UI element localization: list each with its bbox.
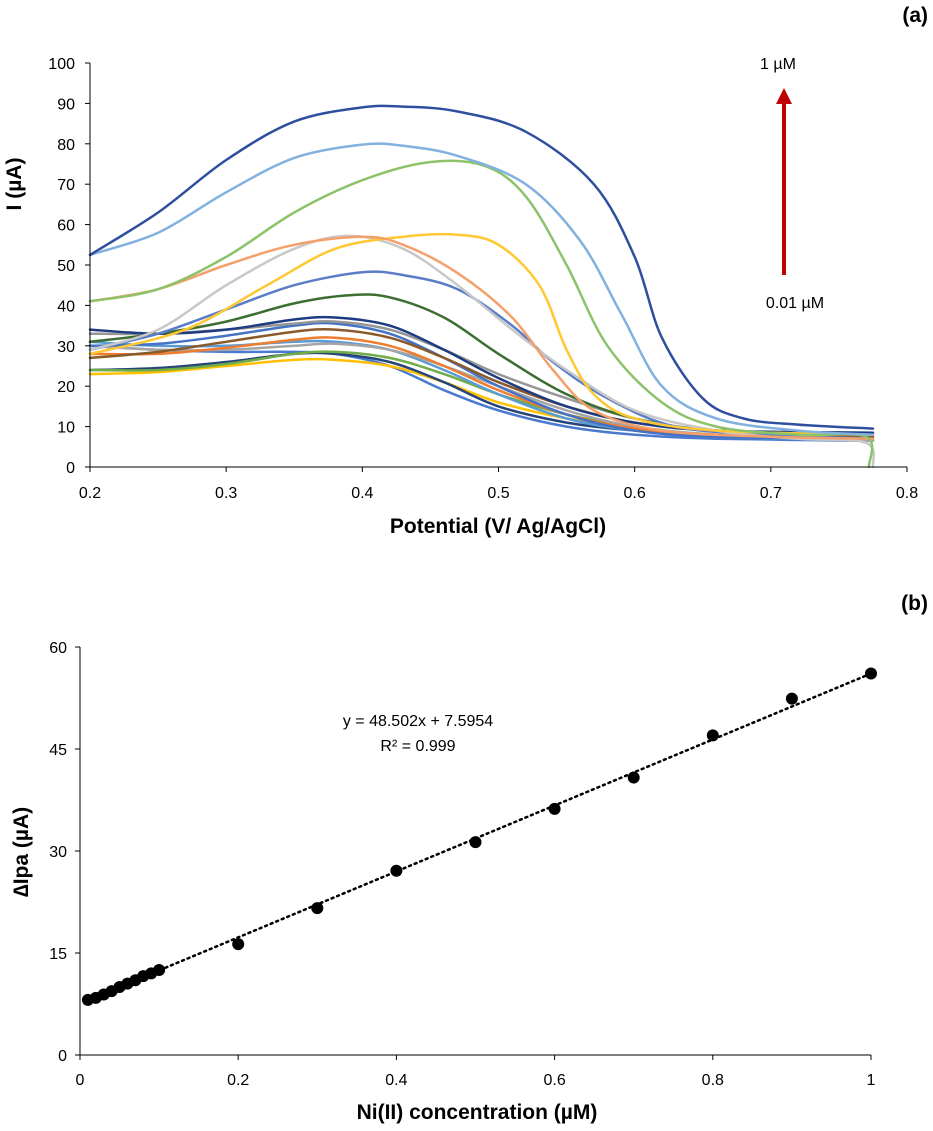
panel-a-y-ticks: 0 10 20 30 40 50 60 70 80 90 100 bbox=[48, 56, 90, 477]
x-tick-label: 0.6 bbox=[543, 1072, 565, 1089]
x-tick-label: 0.8 bbox=[702, 1072, 724, 1089]
y-tick-label: 60 bbox=[57, 218, 75, 235]
panel-b-y-ticks: 0 15 30 45 60 bbox=[49, 640, 80, 1065]
y-tick-label: 0 bbox=[58, 1048, 67, 1065]
x-tick-label: 0.2 bbox=[227, 1072, 249, 1089]
y-tick-label: 30 bbox=[57, 339, 75, 356]
data-point bbox=[390, 864, 403, 877]
voltammogram-curves bbox=[88, 104, 876, 469]
data-point bbox=[627, 771, 640, 784]
calibration-points bbox=[81, 667, 877, 1006]
panel-b-y-axis-title: ∆Ipa (µA) bbox=[10, 807, 33, 897]
x-tick-label: 0.4 bbox=[385, 1072, 407, 1089]
y-tick-label: 90 bbox=[57, 96, 75, 113]
x-tick-label: 0.2 bbox=[79, 485, 101, 502]
trendline-r-squared: R² = 0.999 bbox=[380, 738, 455, 755]
y-tick-label: 80 bbox=[57, 137, 75, 154]
y-tick-label: 30 bbox=[49, 844, 67, 861]
x-tick-label: 0.8 bbox=[896, 485, 918, 502]
arrow-bottom-label: 0.01 µM bbox=[766, 295, 824, 312]
panel-b-calibration: (b) 0 0.2 0.4 0.6 0.8 1 0 15 30 45 60 y = 48.502x… bbox=[10, 592, 928, 1124]
y-tick-label: 0 bbox=[66, 460, 75, 477]
panel-b-axes bbox=[79, 647, 871, 1056]
x-tick-label: 1 bbox=[867, 1072, 876, 1089]
arrow-head bbox=[776, 88, 792, 104]
panel-b-x-ticks: 0 0.2 0.4 0.6 0.8 1 bbox=[76, 1055, 876, 1089]
panel-b-x-axis-title: Ni(II) concentration (µM) bbox=[357, 1101, 598, 1124]
x-tick-label: 0.5 bbox=[487, 485, 509, 502]
voltammogram-curve bbox=[88, 159, 874, 469]
data-point bbox=[865, 667, 877, 680]
panel-a-voltammogram: (a) 0.2 0.3 0.4 0.5 0.6 0.7 0.8 0 10 20 30 40 50 60 7… bbox=[3, 4, 928, 538]
panel-a-x-axis-title: Potential (V/ Ag/AgCl) bbox=[390, 515, 606, 538]
data-point bbox=[548, 802, 561, 815]
data-point bbox=[469, 836, 482, 849]
trendline-line bbox=[86, 672, 873, 1002]
voltammogram-curve bbox=[88, 235, 875, 440]
panel-b-label: (b) bbox=[901, 592, 928, 615]
arrow-top-label: 1 µM bbox=[760, 56, 796, 73]
x-tick-label: 0 bbox=[76, 1072, 85, 1089]
y-tick-label: 45 bbox=[49, 742, 67, 759]
y-tick-label: 50 bbox=[57, 258, 75, 275]
panel-a-y-axis-title: I (µA) bbox=[3, 158, 26, 211]
panel-a-x-ticks: 0.2 0.3 0.4 0.5 0.6 0.7 0.8 bbox=[79, 467, 918, 502]
y-tick-label: 20 bbox=[57, 379, 75, 396]
voltammogram-curve bbox=[88, 104, 875, 430]
y-tick-label: 70 bbox=[57, 177, 75, 194]
voltammogram-curve bbox=[88, 315, 875, 434]
data-point bbox=[785, 692, 798, 705]
panel-a-label: (a) bbox=[902, 4, 928, 27]
trendline bbox=[86, 672, 873, 1002]
data-point bbox=[311, 902, 324, 915]
data-point bbox=[706, 729, 719, 742]
y-tick-label: 10 bbox=[57, 420, 75, 437]
x-tick-label: 0.6 bbox=[624, 485, 646, 502]
voltammogram-curve bbox=[88, 344, 875, 442]
y-tick-label: 40 bbox=[57, 298, 75, 315]
x-tick-label: 0.7 bbox=[760, 485, 782, 502]
concentration-arrow: 1 µM 0.01 µM bbox=[760, 56, 824, 312]
trendline-equation: y = 48.502x + 7.5954 bbox=[343, 713, 493, 730]
y-tick-label: 60 bbox=[49, 640, 67, 657]
x-tick-label: 0.4 bbox=[351, 485, 373, 502]
x-tick-label: 0.3 bbox=[215, 485, 237, 502]
voltammogram-curve bbox=[88, 142, 875, 436]
data-point bbox=[232, 938, 245, 951]
y-tick-label: 100 bbox=[48, 56, 75, 73]
y-tick-label: 15 bbox=[49, 946, 67, 963]
voltammogram-curve bbox=[88, 232, 875, 436]
data-point bbox=[153, 964, 166, 976]
